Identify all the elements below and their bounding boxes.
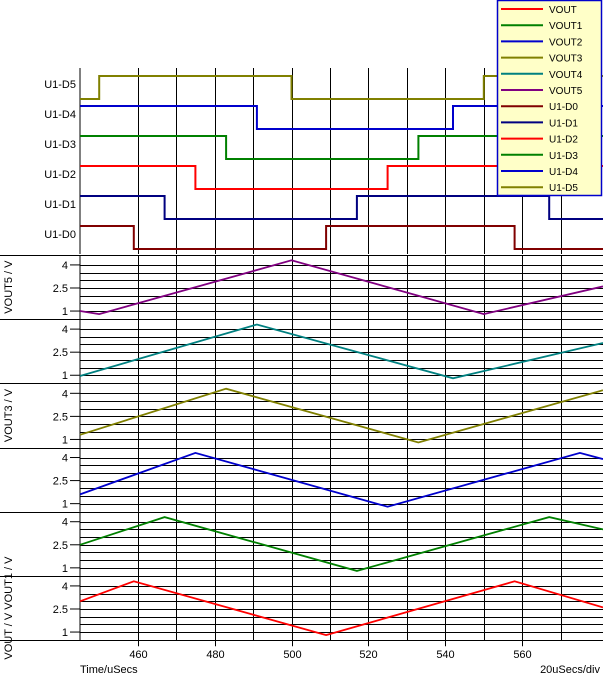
analog-panel: 42.51 [0,511,603,576]
legend-entry: VOUT3 [549,54,583,65]
digital-trace-label: U1-D5 [44,79,76,91]
x-tick-label: 540 [436,649,454,661]
y-tick-label: 4 [62,324,68,336]
analog-panel: 4 2.5 1 VOUT / V VOUT1 / V [0,556,603,660]
legend-entry: U1-D4 [549,167,578,178]
y-tick-label: 2.5 [53,411,68,423]
legend-entry: U1-D2 [549,135,578,146]
y-tick-label: 2.5 [53,604,68,616]
y-axis-label: VOUT / V VOUT1 / V [3,556,15,660]
legend-entry: VOUT5 [549,86,583,97]
digital-trace-label: U1-D2 [44,169,76,181]
series-vout1 [79,516,603,572]
legend-box [496,0,603,197]
series-vout4 [79,323,603,380]
x-tick-label: 500 [283,649,301,661]
y-tick-label: 1 [62,499,68,511]
digital-trace-u1-d0 [80,225,603,250]
x-axis: Time/uSecs 20uSecs/div 460 480 500 520 540 56… [0,640,603,676]
digital-trace-label: U1-D1 [44,199,76,211]
x-tick-label: 460 [129,649,147,661]
series-vout2 [79,451,603,508]
x-tick-label: 480 [206,649,224,661]
legend: VOUT VOUT1 VOUT2 VOUT3 VOUT4 VOUT5 U1-D0 U1-D1 U… [496,0,603,197]
legend-entry: U1-D5 [549,183,578,194]
series-vout5 [79,259,603,316]
digital-trace-label: U1-D0 [44,229,76,241]
x-tick-label: 560 [513,649,531,661]
y-tick-label: 4 [62,453,68,465]
legend-entry: VOUT4 [549,70,583,81]
y-tick-label: 4 [62,388,68,400]
digital-trace-u1-d4 [80,105,603,130]
y-tick-label: 1 [62,434,68,446]
x-tick-label: 520 [359,649,377,661]
y-tick-label: 4 [62,517,68,529]
digital-trace-u1-d3 [80,135,603,160]
series-vout [79,580,603,637]
y-axis-label: VOUT5 / V [3,260,15,314]
y-tick-label: 1 [62,370,68,382]
y-axis-label: VOUT3 / V [3,388,15,442]
y-tick-label: 1 [62,627,68,639]
legend-entry: VOUT2 [549,37,583,48]
digital-trace-label: U1-D3 [44,139,76,151]
digital-trace-u1-d5 [80,75,603,100]
digital-trace-label: U1-D4 [44,109,76,121]
analog-panel: 42.51 [0,319,603,384]
y-tick-label: 2.5 [53,347,68,359]
y-tick-label: 2.5 [53,283,68,295]
analog-panel: 4 2.5 1 VOUT5 / V [0,255,603,320]
analog-panel: 4 2.5 1 VOUT3 / V [0,383,603,448]
digital-trace-u1-d1 [80,195,603,220]
div-label: 20uSecs/div [540,664,600,676]
y-tick-label: 1 [62,563,68,575]
legend-entry: VOUT [549,5,577,16]
y-tick-label: 2.5 [53,476,68,488]
y-tick-label: 4 [62,581,68,593]
series-vout3 [79,387,603,444]
legend-entry: U1-D3 [549,151,578,162]
legend-entry: U1-D0 [549,102,578,113]
digital-trace-u1-d2 [80,165,603,190]
y-tick-label: 2.5 [53,540,68,552]
x-axis-label: Time/uSecs [80,664,138,676]
legend-entry: VOUT1 [549,21,583,32]
analog-panel: 42.51 [0,447,603,512]
legend-entry: U1-D1 [549,118,578,129]
y-tick-label: 4 [62,260,68,272]
y-tick-label: 1 [62,306,68,318]
